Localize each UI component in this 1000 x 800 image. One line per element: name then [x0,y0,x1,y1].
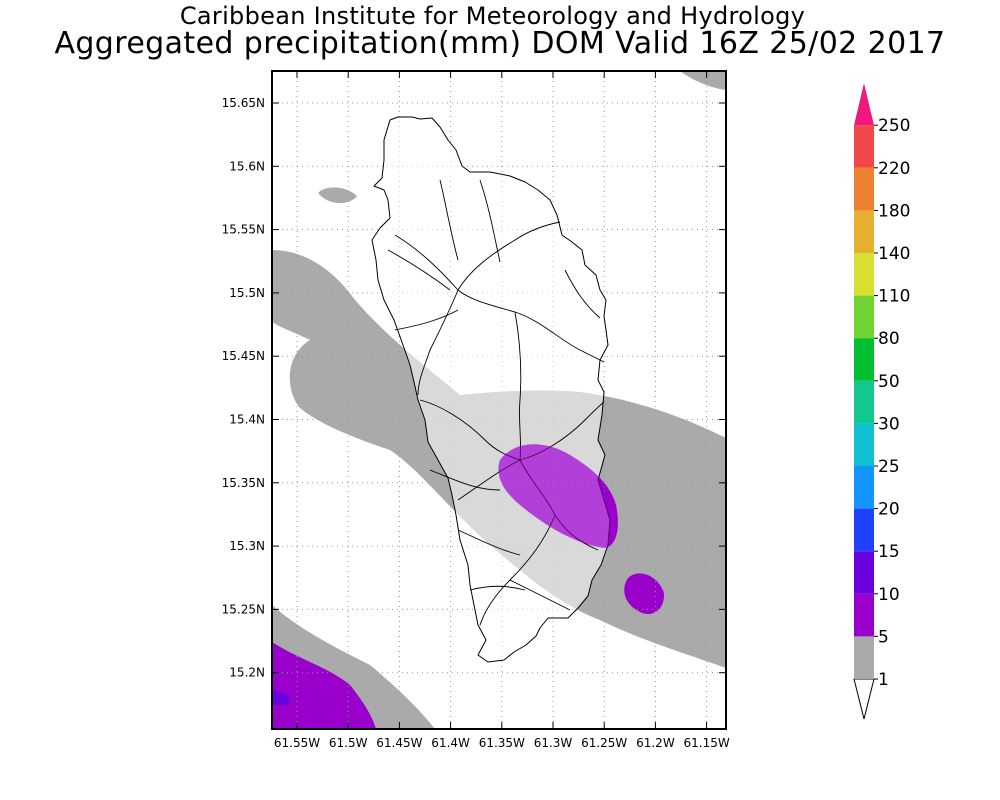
rain-band-5-10mm-over-land [498,444,618,548]
lat-tick-label: 15.4N [229,413,265,427]
lon-tick-label: 61.15W [683,736,729,750]
colorbar-swatch [854,338,874,381]
lon-tick-label: 61.45W [376,736,422,750]
lat-tick-label: 15.2N [229,666,265,680]
colorbar-label: 220 [878,159,910,179]
lat-tick-label: 15.45N [222,349,265,363]
lon-tick-label: 61.3W [534,736,573,750]
rain-band-5-10mm [272,642,376,729]
longitude-axis: 61.55W 61.5W 61.45W 61.4W 61.35W 61.3W 61.25W 6… [274,71,730,750]
lat-tick-label: 15.3N [229,539,265,553]
colorbar-swatch [854,593,874,637]
lon-tick-label: 61.5W [329,736,368,750]
map-frame [271,70,727,730]
colorbar-label: 30 [878,414,900,434]
colorbar-swatch [854,210,874,253]
rain-band-1-5mm [318,187,357,204]
colorbar-label: 25 [878,457,900,477]
latitude-axis: 15.65N 15.6N 15.55N 15.5N 15.45N 15.4N 15.35N 1… [222,96,726,680]
colorbar-label: 140 [878,244,910,264]
colorbar-arrow-high [854,83,874,126]
colorbar-label: 15 [878,542,900,562]
colorbar-arrow-low [853,678,875,720]
colorbar-swatch [854,167,874,211]
colorbar-swatch [854,295,874,339]
lat-tick-label: 15.5N [229,286,265,300]
chart-title-line1: Caribbean Institute for Meteorology and … [179,2,806,30]
watershed-lines [387,179,605,626]
rain-band-10-15mm [272,690,291,706]
lon-tick-label: 61.25W [581,736,627,750]
chart-title-line2: Aggregated precipitation(mm) DOM Valid 1… [54,26,946,61]
colorbar-label: 5 [878,627,889,647]
colorbar-label: 1 [878,670,889,690]
lon-tick-label: 61.55W [274,736,320,750]
colorbar-swatch [854,551,874,594]
colorbar-label: 10 [878,585,900,605]
colorbar-label: 80 [878,329,900,349]
lat-tick-label: 15.25N [222,602,265,616]
colorbar-label: 50 [878,372,900,392]
lat-tick-label: 15.65N [222,96,265,110]
colorbar-label: 20 [878,500,900,520]
colorbar-label: 110 [878,287,910,307]
lon-tick-label: 61.35W [479,736,525,750]
lat-tick-label: 15.35N [222,476,265,490]
colorbar-swatch [854,125,874,168]
colorbar-swatch [854,508,874,552]
colorbar-label: 180 [878,201,910,221]
rain-band-1-5mm [680,71,726,90]
colorbar-swatch [854,466,874,509]
colorbar-swatch [854,253,874,296]
lat-tick-label: 15.55N [222,223,265,237]
colorbar-swatch [854,380,874,424]
lon-tick-label: 61.2W [636,736,675,750]
colorbar-swatch [854,423,874,466]
lon-tick-label: 61.4W [431,736,470,750]
lat-tick-label: 15.6N [229,159,265,173]
rain-band-5-10mm [624,573,665,614]
colorbar-swatch [854,636,874,679]
colorbar-label: 250 [878,116,910,136]
